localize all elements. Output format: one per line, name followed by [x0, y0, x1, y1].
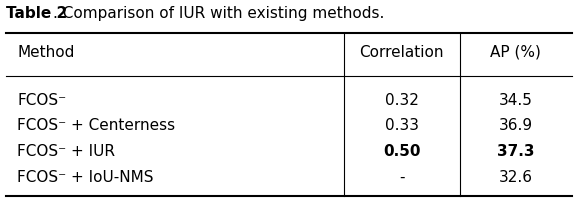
Text: FCOS⁻ + Centerness: FCOS⁻ + Centerness [17, 118, 176, 133]
Text: 36.9: 36.9 [499, 118, 533, 133]
Text: 37.3: 37.3 [497, 144, 535, 159]
Text: Correlation: Correlation [360, 45, 444, 60]
Text: . Comparison of IUR with existing methods.: . Comparison of IUR with existing method… [53, 6, 384, 21]
Text: Table 2: Table 2 [6, 6, 67, 21]
Text: Method: Method [17, 45, 75, 60]
Text: 0.32: 0.32 [385, 93, 418, 109]
Text: FCOS⁻ + IoU-NMS: FCOS⁻ + IoU-NMS [17, 170, 154, 185]
Text: AP (%): AP (%) [490, 45, 542, 60]
Text: 0.33: 0.33 [385, 118, 418, 133]
Text: 34.5: 34.5 [499, 93, 533, 109]
Text: -: - [399, 170, 405, 185]
Text: 0.50: 0.50 [383, 144, 420, 159]
Text: FCOS⁻ + IUR: FCOS⁻ + IUR [17, 144, 116, 159]
Text: FCOS⁻: FCOS⁻ [17, 93, 66, 109]
Text: 32.6: 32.6 [499, 170, 533, 185]
